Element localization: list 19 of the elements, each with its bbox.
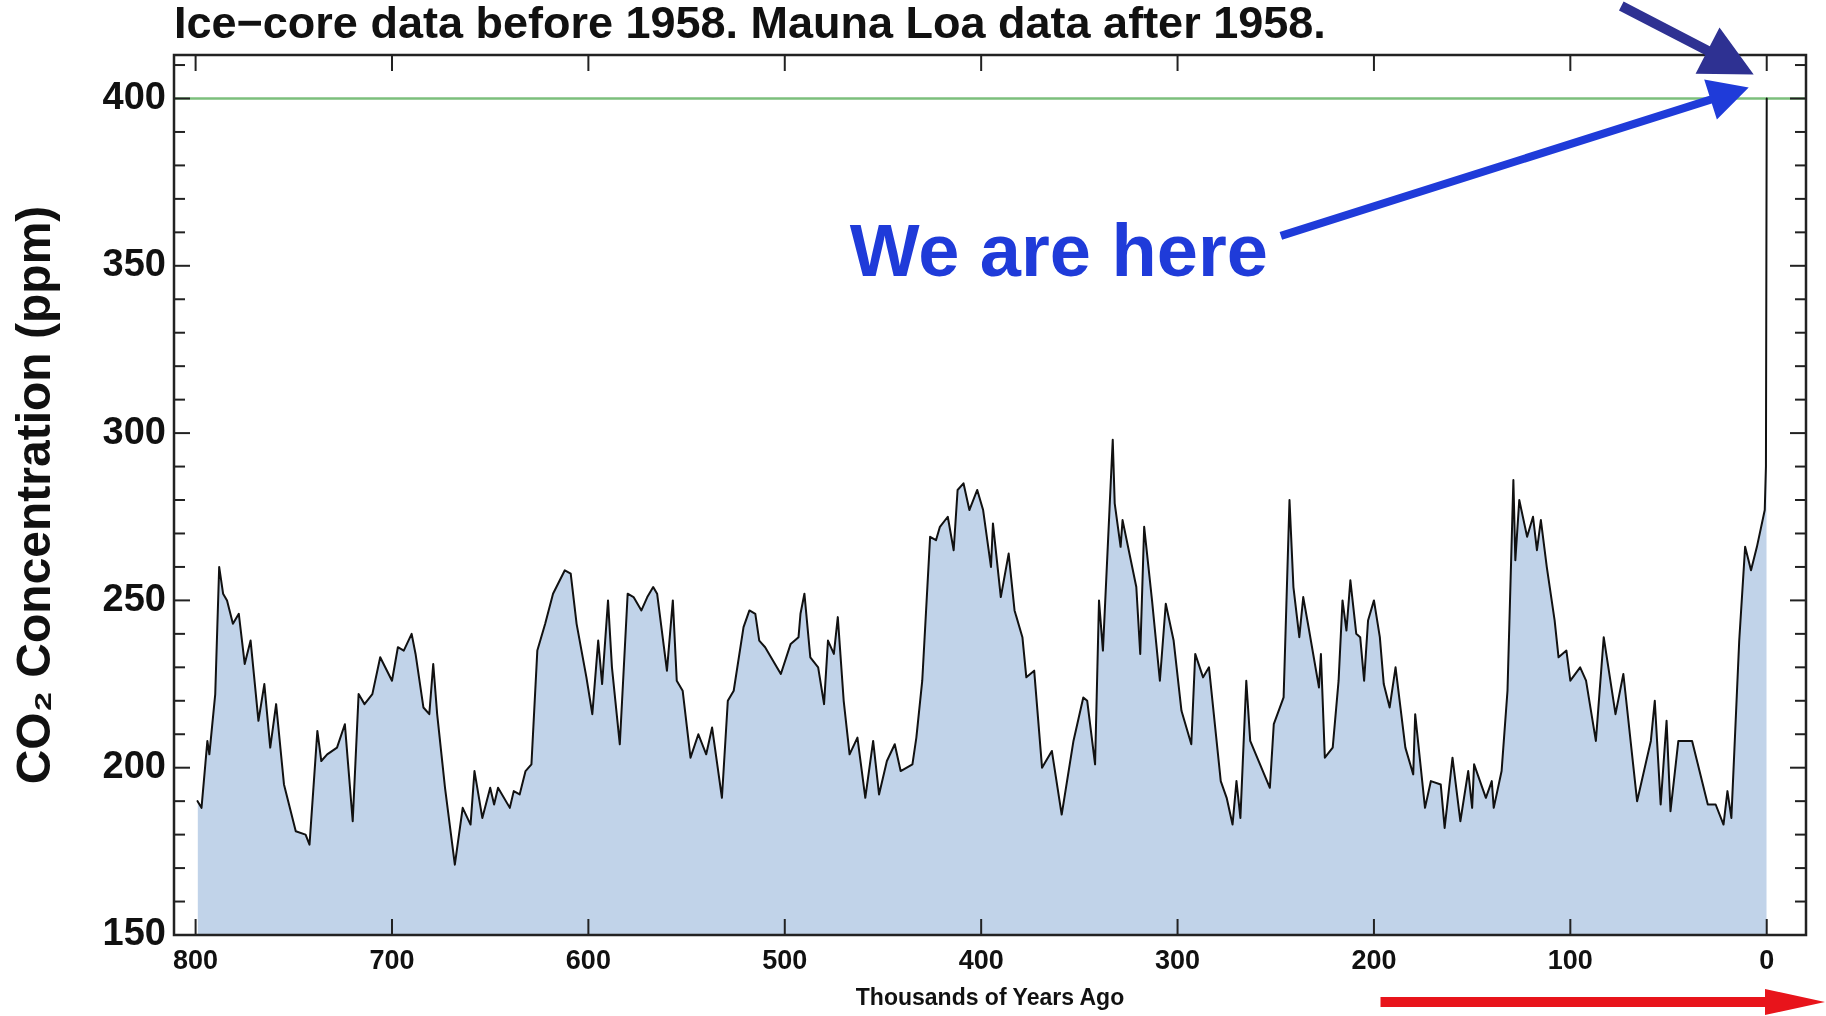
x-tick-label: 100 <box>1547 944 1593 975</box>
y-tick-label: 150 <box>102 911 166 954</box>
y-tick-label: 250 <box>102 576 166 619</box>
y-tick-label: 300 <box>102 409 166 452</box>
annotation: We are here <box>849 208 1268 292</box>
x-axis-title: Thousands of Years Ago <box>855 983 1125 1010</box>
x-tick-label: 500 <box>762 944 808 975</box>
x-tick-label: 0 <box>1759 944 1775 975</box>
x-tick-label: 700 <box>369 944 415 975</box>
x-tick-label: 400 <box>958 944 1004 975</box>
x-tick-label: 600 <box>565 944 611 975</box>
y-tick-label: 350 <box>102 242 166 285</box>
x-tick-label: 800 <box>173 944 219 975</box>
y-tick-label: 200 <box>102 744 166 787</box>
chart-title: Ice−core data before 1958. Mauna Loa data after 1958. <box>174 0 1326 48</box>
y-tick-label: 400 <box>102 74 166 117</box>
x-tick-label: 200 <box>1351 944 1397 975</box>
y-axis-title: CO₂ Concentration (ppm) <box>7 205 61 785</box>
x-tick-label: 300 <box>1155 944 1201 975</box>
